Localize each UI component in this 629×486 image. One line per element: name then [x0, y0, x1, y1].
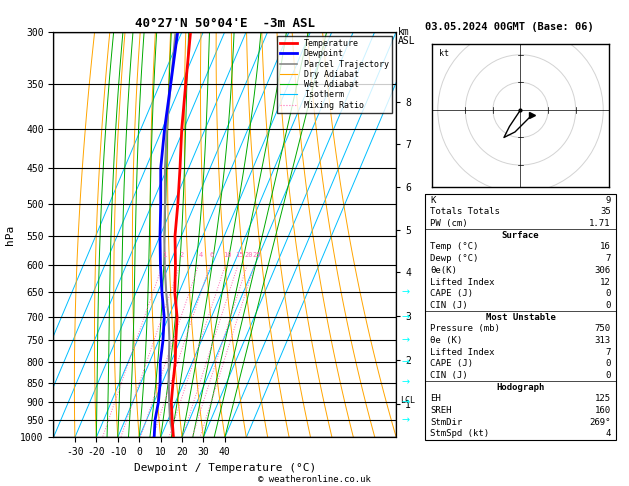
- Text: 16: 16: [600, 243, 611, 251]
- Text: Temp (°C): Temp (°C): [430, 243, 479, 251]
- Text: →: →: [401, 335, 409, 346]
- Text: 0: 0: [605, 371, 611, 380]
- Text: StmSpd (kt): StmSpd (kt): [430, 430, 489, 438]
- Text: 0: 0: [605, 301, 611, 310]
- Text: 2: 2: [180, 252, 184, 258]
- Y-axis label: hPa: hPa: [4, 225, 14, 244]
- Text: PW (cm): PW (cm): [430, 219, 468, 228]
- Text: 313: 313: [594, 336, 611, 345]
- Text: 25: 25: [252, 252, 260, 258]
- Text: 0: 0: [605, 289, 611, 298]
- Text: ASL: ASL: [398, 36, 415, 47]
- Text: 125: 125: [594, 395, 611, 403]
- Text: Totals Totals: Totals Totals: [430, 208, 500, 216]
- Text: 9: 9: [605, 196, 611, 205]
- Text: 03.05.2024 00GMT (Base: 06): 03.05.2024 00GMT (Base: 06): [425, 22, 593, 32]
- Text: EH: EH: [430, 395, 441, 403]
- Text: LCL: LCL: [401, 396, 415, 404]
- Text: 1: 1: [162, 252, 167, 258]
- Text: Most Unstable: Most Unstable: [486, 312, 555, 322]
- FancyBboxPatch shape: [425, 194, 616, 440]
- Text: 1.71: 1.71: [589, 219, 611, 228]
- Text: 20: 20: [245, 252, 253, 258]
- Text: K: K: [430, 196, 436, 205]
- Text: 10: 10: [223, 252, 231, 258]
- Text: © weatheronline.co.uk: © weatheronline.co.uk: [258, 474, 371, 484]
- Text: Pressure (mb): Pressure (mb): [430, 324, 500, 333]
- Text: 7: 7: [605, 254, 611, 263]
- Text: Surface: Surface: [502, 231, 539, 240]
- Text: Lifted Index: Lifted Index: [430, 347, 495, 357]
- Text: CAPE (J): CAPE (J): [430, 359, 474, 368]
- Title: 40°27'N 50°04'E  -3m ASL: 40°27'N 50°04'E -3m ASL: [135, 17, 315, 31]
- Text: θe(K): θe(K): [430, 266, 457, 275]
- Text: kt: kt: [439, 50, 449, 58]
- Text: SREH: SREH: [430, 406, 452, 415]
- Text: 4: 4: [198, 252, 203, 258]
- Legend: Temperature, Dewpoint, Parcel Trajectory, Dry Adiabat, Wet Adiabat, Isotherm, Mi: Temperature, Dewpoint, Parcel Trajectory…: [277, 36, 392, 113]
- Text: 0: 0: [605, 359, 611, 368]
- Text: Dewp (°C): Dewp (°C): [430, 254, 479, 263]
- Text: 4: 4: [605, 430, 611, 438]
- Text: 160: 160: [594, 406, 611, 415]
- Text: Hodograph: Hodograph: [496, 383, 545, 392]
- X-axis label: Dewpoint / Temperature (°C): Dewpoint / Temperature (°C): [134, 463, 316, 473]
- Text: 750: 750: [594, 324, 611, 333]
- Text: →: →: [401, 287, 409, 297]
- Text: 269°: 269°: [589, 418, 611, 427]
- Text: 6: 6: [210, 252, 214, 258]
- Text: CIN (J): CIN (J): [430, 371, 468, 380]
- Text: →: →: [401, 378, 409, 388]
- Text: 7: 7: [605, 347, 611, 357]
- Text: →: →: [401, 357, 409, 367]
- Text: CAPE (J): CAPE (J): [430, 289, 474, 298]
- Text: →: →: [401, 312, 409, 322]
- Text: CIN (J): CIN (J): [430, 301, 468, 310]
- Text: km: km: [398, 27, 409, 37]
- Text: StmDir: StmDir: [430, 418, 462, 427]
- Text: 12: 12: [600, 278, 611, 287]
- Text: θe (K): θe (K): [430, 336, 462, 345]
- Text: 35: 35: [600, 208, 611, 216]
- Text: →: →: [401, 415, 409, 425]
- Text: →: →: [401, 397, 409, 407]
- Text: 306: 306: [594, 266, 611, 275]
- Text: Lifted Index: Lifted Index: [430, 278, 495, 287]
- Text: 15: 15: [235, 252, 244, 258]
